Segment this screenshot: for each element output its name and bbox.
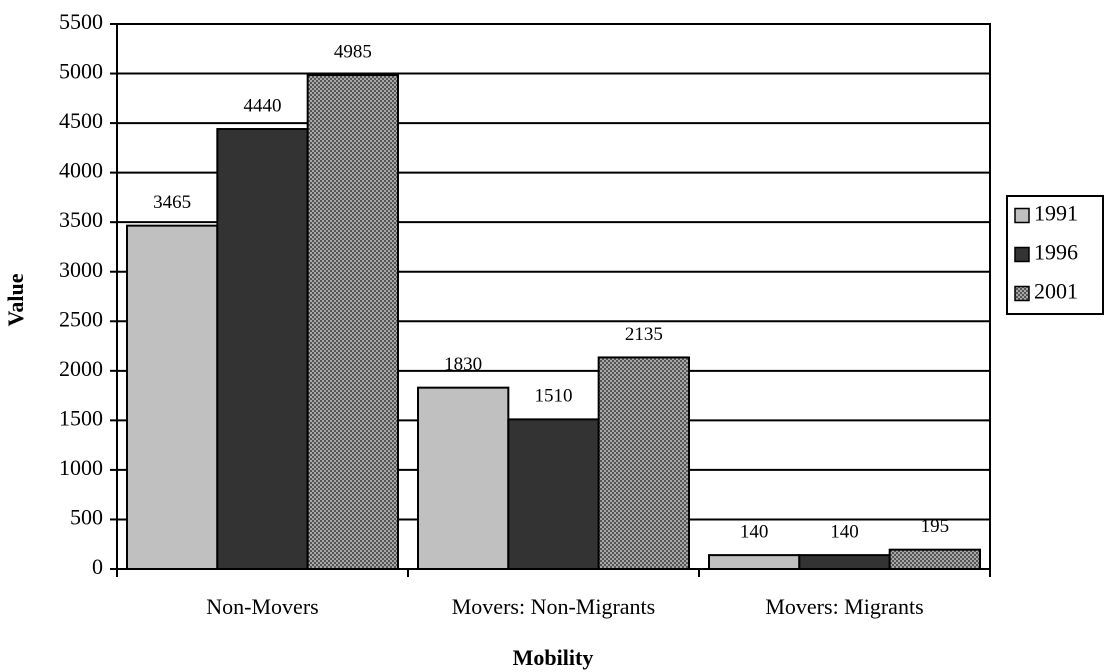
- legend-label: 1996: [1034, 240, 1078, 265]
- bar: [597, 356, 691, 571]
- y-tick-label: 1500: [59, 405, 103, 430]
- bar: [888, 548, 982, 570]
- bar: [507, 418, 600, 571]
- y-tick-label: 2500: [59, 306, 103, 331]
- bar: [126, 224, 219, 570]
- bar: [798, 554, 891, 570]
- y-tick-label: 3000: [59, 257, 103, 282]
- bar: [417, 386, 510, 570]
- x-tick-label: Non-Movers: [206, 594, 318, 619]
- value-label: 140: [740, 521, 769, 542]
- y-tick-label: 4000: [59, 158, 103, 183]
- x-tick-label: Movers: Migrants: [765, 594, 923, 619]
- value-label: 4985: [334, 41, 372, 62]
- bar: [708, 554, 801, 570]
- value-label: 2135: [625, 324, 663, 345]
- y-tick-label: 4500: [59, 108, 103, 133]
- legend-swatch: [1014, 207, 1030, 224]
- y-tick-label: 5000: [59, 59, 103, 84]
- bar: [216, 128, 309, 570]
- y-tick-label: 5500: [59, 9, 103, 34]
- legend-swatch: [1014, 246, 1030, 263]
- y-tick-label: 2000: [59, 356, 103, 381]
- value-label: 4440: [244, 95, 282, 116]
- x-tick-label: Movers: Non-Migrants: [452, 594, 655, 619]
- y-tick-label: 500: [70, 505, 103, 530]
- legend-swatch: [1014, 285, 1030, 302]
- value-label: 195: [921, 516, 950, 537]
- y-tick-label: 1000: [59, 455, 103, 480]
- x-axis-label: Mobility: [513, 645, 594, 670]
- value-label: 140: [830, 521, 859, 542]
- bar: [306, 74, 399, 570]
- value-label: 3465: [153, 192, 191, 213]
- legend-label: 2001: [1034, 279, 1078, 304]
- y-tick-label: 0: [92, 554, 103, 579]
- value-label: 1510: [535, 386, 573, 407]
- legend-label: 1991: [1034, 201, 1078, 226]
- y-tick-label: 3500: [59, 207, 103, 232]
- y-axis-label: Value: [3, 273, 28, 326]
- value-label: 1830: [444, 354, 482, 375]
